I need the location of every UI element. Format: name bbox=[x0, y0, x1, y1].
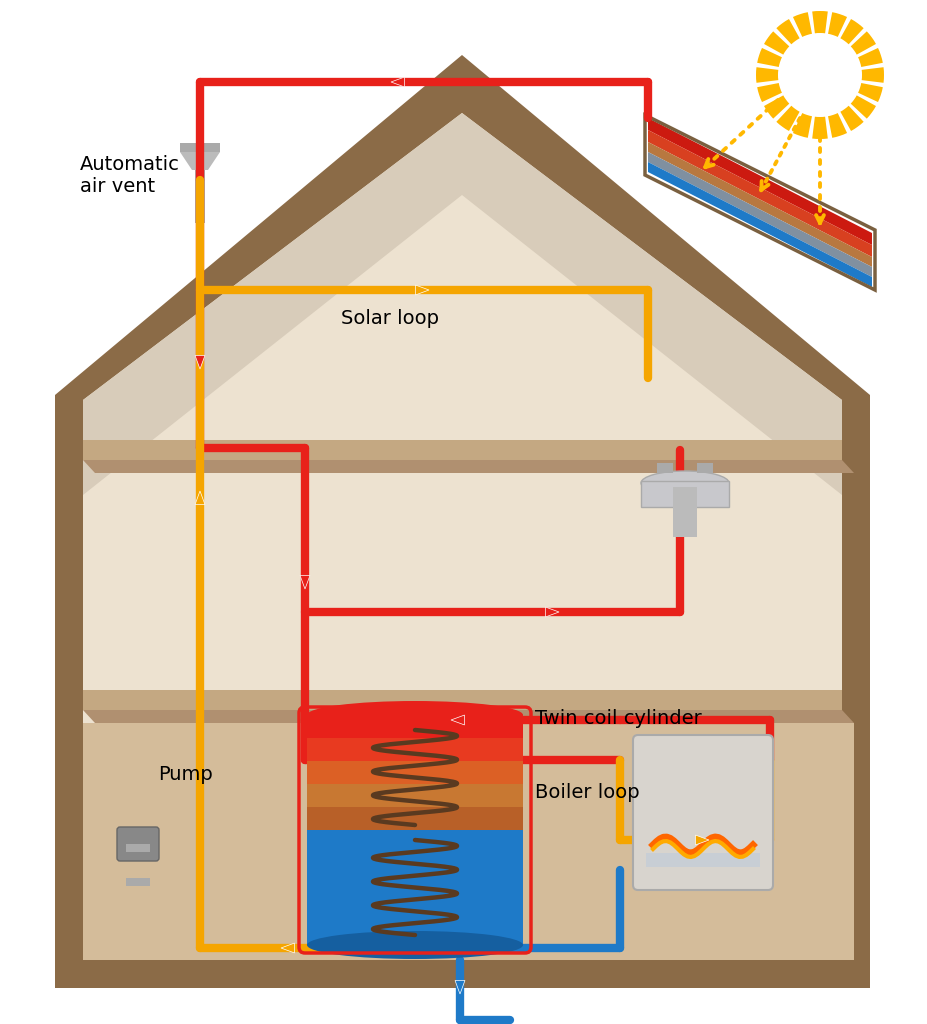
Polygon shape bbox=[83, 710, 853, 723]
Polygon shape bbox=[83, 440, 841, 460]
Bar bbox=[645, 853, 759, 867]
Wedge shape bbox=[776, 105, 799, 131]
Polygon shape bbox=[83, 460, 853, 473]
Bar bbox=[696, 463, 712, 473]
Polygon shape bbox=[647, 162, 871, 287]
Bar bbox=[307, 715, 523, 738]
Wedge shape bbox=[811, 117, 827, 139]
Wedge shape bbox=[861, 68, 883, 83]
FancyBboxPatch shape bbox=[632, 735, 772, 890]
Polygon shape bbox=[647, 118, 871, 245]
Wedge shape bbox=[850, 32, 875, 54]
Wedge shape bbox=[840, 19, 863, 44]
Ellipse shape bbox=[307, 701, 523, 729]
Polygon shape bbox=[545, 607, 558, 616]
Polygon shape bbox=[83, 113, 841, 959]
Polygon shape bbox=[180, 143, 220, 152]
Wedge shape bbox=[756, 48, 781, 67]
Polygon shape bbox=[647, 152, 871, 278]
Polygon shape bbox=[451, 715, 464, 725]
Wedge shape bbox=[811, 11, 827, 34]
Wedge shape bbox=[756, 68, 778, 83]
Wedge shape bbox=[792, 12, 811, 37]
Bar bbox=[307, 784, 523, 807]
Bar bbox=[307, 761, 523, 784]
Wedge shape bbox=[763, 95, 789, 119]
Ellipse shape bbox=[307, 931, 523, 959]
Bar bbox=[656, 463, 672, 473]
Bar bbox=[672, 487, 696, 537]
Wedge shape bbox=[776, 19, 799, 44]
Ellipse shape bbox=[641, 471, 729, 495]
Polygon shape bbox=[83, 690, 841, 710]
Text: Solar loop: Solar loop bbox=[340, 308, 438, 328]
Bar bbox=[126, 844, 150, 852]
Polygon shape bbox=[647, 142, 871, 267]
Polygon shape bbox=[55, 55, 870, 988]
Polygon shape bbox=[180, 152, 220, 170]
Polygon shape bbox=[647, 130, 871, 257]
Polygon shape bbox=[454, 981, 464, 994]
Polygon shape bbox=[415, 285, 428, 295]
Text: Twin coil cylinder: Twin coil cylinder bbox=[535, 709, 701, 727]
Circle shape bbox=[783, 39, 855, 111]
Polygon shape bbox=[390, 77, 404, 87]
Wedge shape bbox=[857, 83, 882, 102]
FancyBboxPatch shape bbox=[117, 827, 159, 861]
Text: Boiler loop: Boiler loop bbox=[535, 783, 639, 803]
Text: Pump: Pump bbox=[158, 766, 212, 784]
Wedge shape bbox=[756, 83, 781, 102]
Polygon shape bbox=[83, 723, 853, 959]
Wedge shape bbox=[840, 105, 863, 131]
Polygon shape bbox=[281, 943, 294, 953]
Bar bbox=[307, 738, 523, 761]
Bar bbox=[641, 481, 729, 507]
Text: Automatic
air vent: Automatic air vent bbox=[80, 155, 180, 196]
Polygon shape bbox=[195, 490, 205, 505]
Bar bbox=[307, 807, 523, 830]
Polygon shape bbox=[299, 575, 310, 589]
Wedge shape bbox=[827, 12, 846, 37]
Wedge shape bbox=[827, 113, 846, 138]
Polygon shape bbox=[195, 355, 205, 369]
Polygon shape bbox=[83, 113, 841, 495]
Wedge shape bbox=[763, 32, 789, 54]
Wedge shape bbox=[850, 95, 875, 119]
Polygon shape bbox=[694, 835, 708, 845]
Bar bbox=[307, 830, 523, 945]
Wedge shape bbox=[857, 48, 882, 67]
Bar bbox=[126, 878, 150, 886]
Polygon shape bbox=[195, 155, 205, 223]
Wedge shape bbox=[792, 113, 811, 138]
